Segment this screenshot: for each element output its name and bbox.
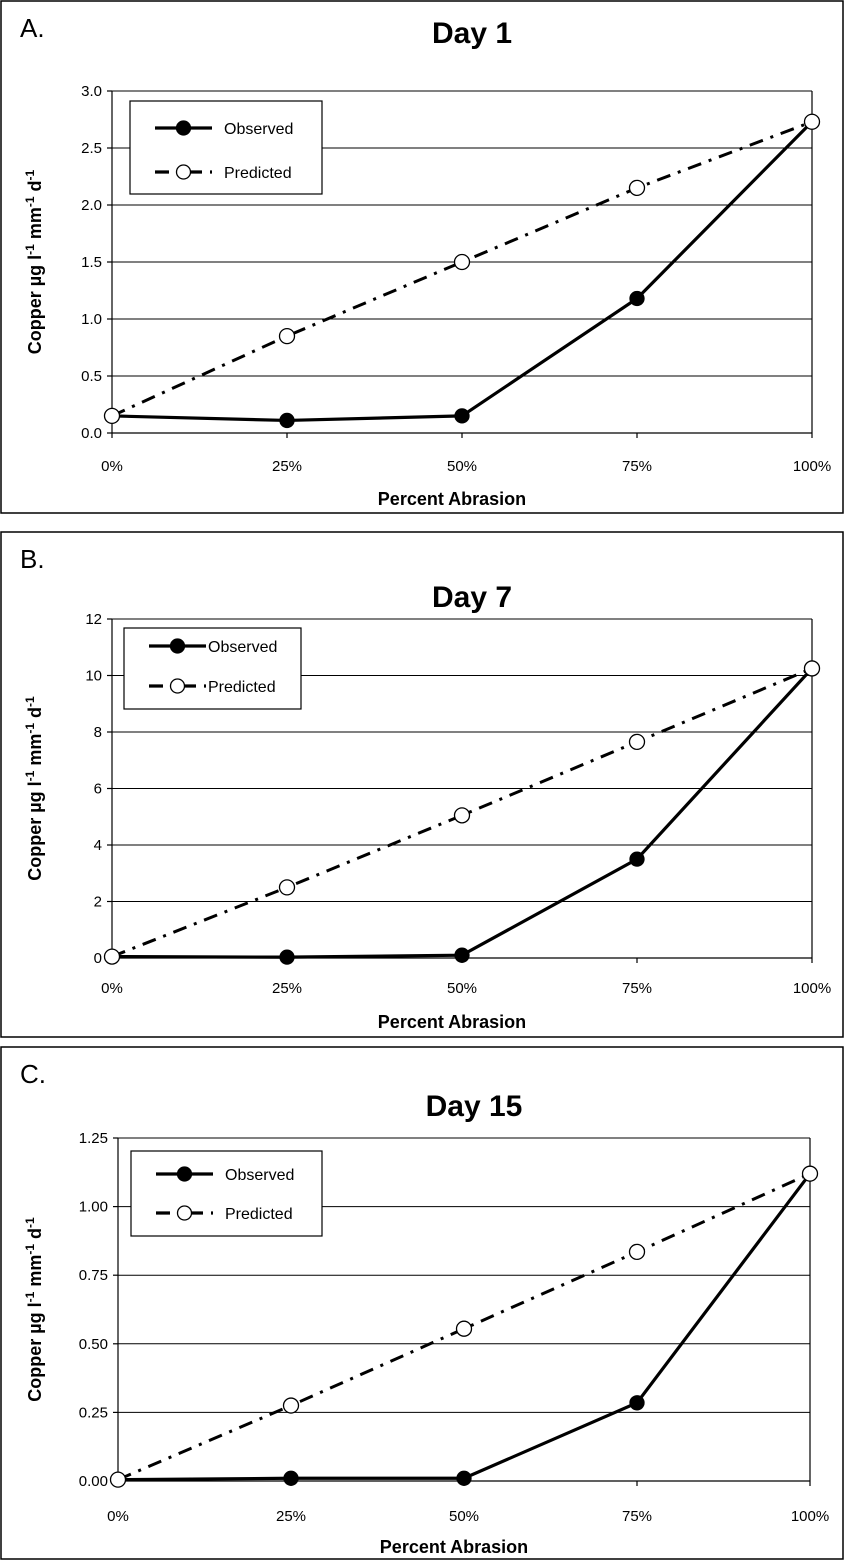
- legend-label-observed: Observed: [225, 1167, 294, 1184]
- point-predicted: [103, 948, 121, 965]
- x-tick-label: 0%: [101, 458, 123, 475]
- y-tick-label: 1.5: [81, 254, 102, 271]
- point-observed: [454, 947, 470, 963]
- point-predicted: [803, 660, 821, 677]
- point-observed: [456, 1470, 472, 1486]
- x-axis-title: Percent Abrasion: [378, 489, 526, 509]
- point-predicted: [628, 733, 646, 751]
- point-predicted: [278, 879, 296, 896]
- y-tick-label: 1.00: [79, 1199, 108, 1216]
- x-tick-label: 100%: [793, 980, 831, 997]
- point-predicted: [103, 407, 121, 425]
- y-tick-label: 0: [94, 950, 102, 967]
- y-tick-label: 0.0: [81, 425, 102, 442]
- panel-letter: C.: [20, 1059, 46, 1089]
- x-tick-label: 25%: [272, 458, 302, 475]
- chart-svg: B. Day 7 0 2 4 6 8 10 12 0% 25% 50% 75% 100% Percent A…: [0, 531, 844, 1038]
- y-tick-label: 0.75: [79, 1267, 108, 1284]
- point-predicted: [628, 179, 646, 197]
- legend-label-predicted: Predicted: [225, 1206, 293, 1223]
- x-tick-label: 0%: [107, 1508, 129, 1525]
- x-axis-title: Percent Abrasion: [378, 1012, 526, 1032]
- legend-label-observed: Observed: [208, 639, 277, 656]
- panel-letter: A.: [20, 13, 45, 43]
- legend-marker-observed: [169, 638, 186, 654]
- panel-frame: [0, 1046, 844, 1560]
- x-tick-label: 25%: [276, 1508, 306, 1525]
- y-axis-title: Copper µg l-1 mm-1 d-1: [23, 696, 45, 881]
- chart-title: Day 1: [432, 17, 512, 50]
- panel-frame: [0, 0, 844, 514]
- point-observed: [629, 1395, 645, 1411]
- y-tick-label: 10: [85, 668, 102, 685]
- point-predicted: [282, 1397, 300, 1414]
- x-tick-label: 75%: [622, 458, 652, 475]
- y-tick-label: 8: [94, 724, 102, 741]
- point-observed: [454, 408, 470, 424]
- chart-panel-day-15: C. Day 15 0.00 0.25 0.50 0.75 1.00 1.25 0% 25% 50%…: [0, 1046, 844, 1560]
- y-tick-label: 0.5: [81, 368, 102, 385]
- x-tick-label: 25%: [272, 980, 302, 997]
- legend-marker-predicted: [175, 164, 192, 180]
- y-tick-label: 2.5: [81, 140, 102, 157]
- x-axis-title: Percent Abrasion: [380, 1537, 528, 1557]
- y-tick-label: 2.0: [81, 197, 102, 214]
- x-tick-label: 100%: [791, 1508, 829, 1525]
- x-tick-label: 100%: [793, 458, 831, 475]
- y-tick-label: 4: [94, 837, 102, 854]
- x-tick-label: 0%: [101, 980, 123, 997]
- x-tick-label: 75%: [622, 980, 652, 997]
- legend-box: [123, 627, 302, 710]
- point-predicted: [109, 1471, 127, 1488]
- y-tick-label: 0.25: [79, 1404, 108, 1421]
- y-tick-label: 3.0: [81, 83, 102, 100]
- x-tick-label: 50%: [447, 980, 477, 997]
- x-tick-label: 50%: [447, 458, 477, 475]
- y-tick-label: 12: [85, 611, 102, 628]
- legend-box: [130, 1150, 323, 1237]
- legend-marker-observed: [175, 120, 192, 136]
- point-predicted: [453, 807, 471, 824]
- y-tick-label: 2: [94, 894, 102, 911]
- y-axis-title: Copper µg l-1 mm-1 d-1: [23, 1217, 45, 1402]
- point-observed: [629, 851, 645, 867]
- point-observed: [279, 412, 295, 429]
- legend-box: [129, 100, 323, 195]
- y-tick-label: 0.00: [79, 1473, 108, 1490]
- chart-panel-day-7: B. Day 7 0 2 4 6 8 10 12 0% 25% 50% 75% 100% Percent A…: [0, 531, 844, 1038]
- legend-label-observed: Observed: [224, 121, 293, 138]
- panel-frame: [0, 531, 844, 1038]
- series-line-predicted: [111, 120, 813, 418]
- point-predicted: [453, 253, 471, 271]
- legend-marker-predicted: [176, 1205, 193, 1221]
- point-predicted: [455, 1320, 473, 1337]
- x-tick-label: 75%: [622, 1508, 652, 1525]
- chart-title: Day 15: [426, 1090, 523, 1123]
- chart-svg: A. Day 1 0.0 0.5 1.0 1.5 2.0 2.5 3.0 0% 25% 50% 75% 1…: [0, 0, 844, 514]
- y-tick-label: 1.0: [81, 311, 102, 328]
- point-observed: [283, 1470, 299, 1486]
- legend-label-predicted: Predicted: [208, 679, 276, 696]
- point-predicted: [803, 113, 821, 130]
- y-axis-title: Copper µg l-1 mm-1 d-1: [23, 169, 45, 354]
- point-predicted: [801, 1165, 819, 1182]
- point-observed: [629, 290, 645, 307]
- y-tick-label: 0.50: [79, 1336, 108, 1353]
- chart-panel-day-1: A. Day 1 0.0 0.5 1.0 1.5 2.0 2.5 3.0 0% 25% 50% 75% 1…: [0, 0, 844, 514]
- series-line-predicted: [111, 667, 813, 958]
- x-tick-label: 50%: [449, 1508, 479, 1525]
- legend-marker-observed: [176, 1166, 193, 1182]
- y-tick-label: 1.25: [79, 1130, 108, 1147]
- point-observed: [279, 949, 295, 965]
- legend-label-predicted: Predicted: [224, 165, 292, 182]
- y-tick-label: 6: [94, 781, 102, 798]
- series-line-predicted: [117, 1172, 811, 1482]
- legend-marker-predicted: [169, 678, 186, 694]
- point-predicted: [278, 327, 296, 345]
- panel-letter: B.: [20, 544, 45, 574]
- chart-title: Day 7: [432, 581, 512, 614]
- point-predicted: [628, 1243, 646, 1261]
- chart-svg: C. Day 15 0.00 0.25 0.50 0.75 1.00 1.25 0% 25% 50%…: [0, 1046, 844, 1560]
